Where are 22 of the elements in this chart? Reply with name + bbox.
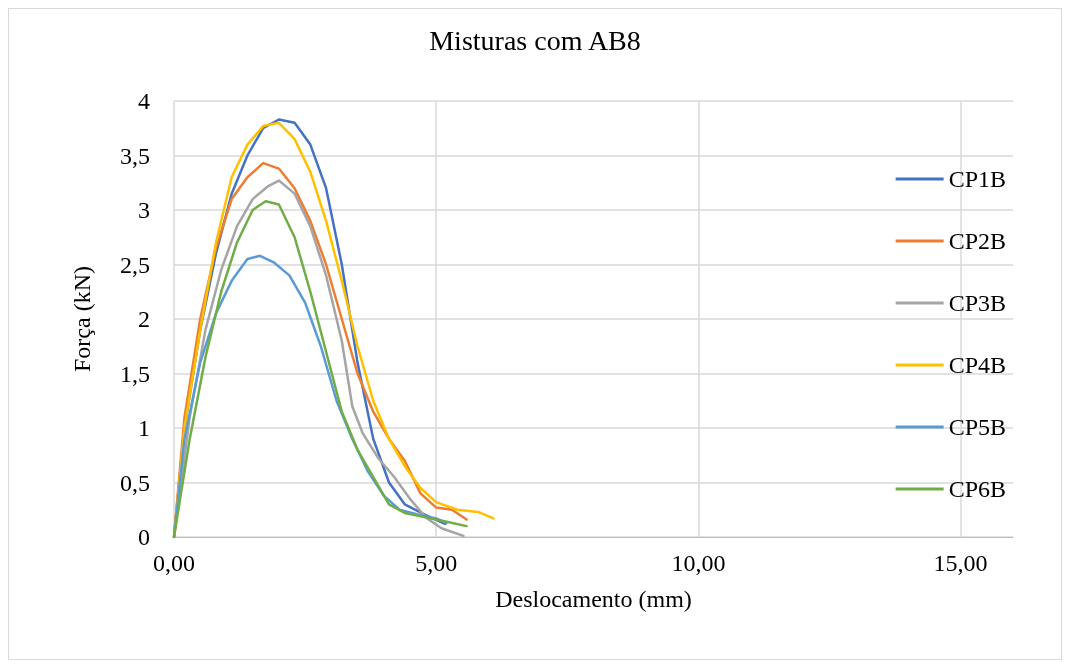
y-axis-title: Força (kN) <box>69 266 95 372</box>
x-tick-label: 10,00 <box>671 550 726 576</box>
y-tick-label: 0 <box>138 524 150 550</box>
x-axis-title: Deslocamento (mm) <box>495 586 692 612</box>
y-tick-label: 3 <box>138 197 150 223</box>
x-tick-label: 15,00 <box>933 550 988 576</box>
y-tick-label: 1,5 <box>120 360 150 387</box>
y-tick-label: 4 <box>138 88 150 114</box>
chart-title: Misturas com AB8 <box>429 24 641 56</box>
legend-label: CP2B <box>948 228 1007 254</box>
legend-label: CP4B <box>948 352 1007 378</box>
x-tick-label: 0,00 <box>153 550 195 576</box>
y-tick-label: 3,5 <box>120 142 150 169</box>
legend-label: CP5B <box>948 414 1007 440</box>
y-tick-label: 2 <box>138 306 150 332</box>
legend-label: CP3B <box>948 290 1007 316</box>
y-tick-label: 0,5 <box>120 469 150 496</box>
x-tick-label: 5,00 <box>415 550 458 576</box>
legend-label: CP6B <box>948 476 1007 502</box>
y-tick-label: 1 <box>138 415 150 441</box>
legend-label: CP1B <box>948 166 1007 192</box>
y-tick-label: 2,5 <box>120 251 150 278</box>
